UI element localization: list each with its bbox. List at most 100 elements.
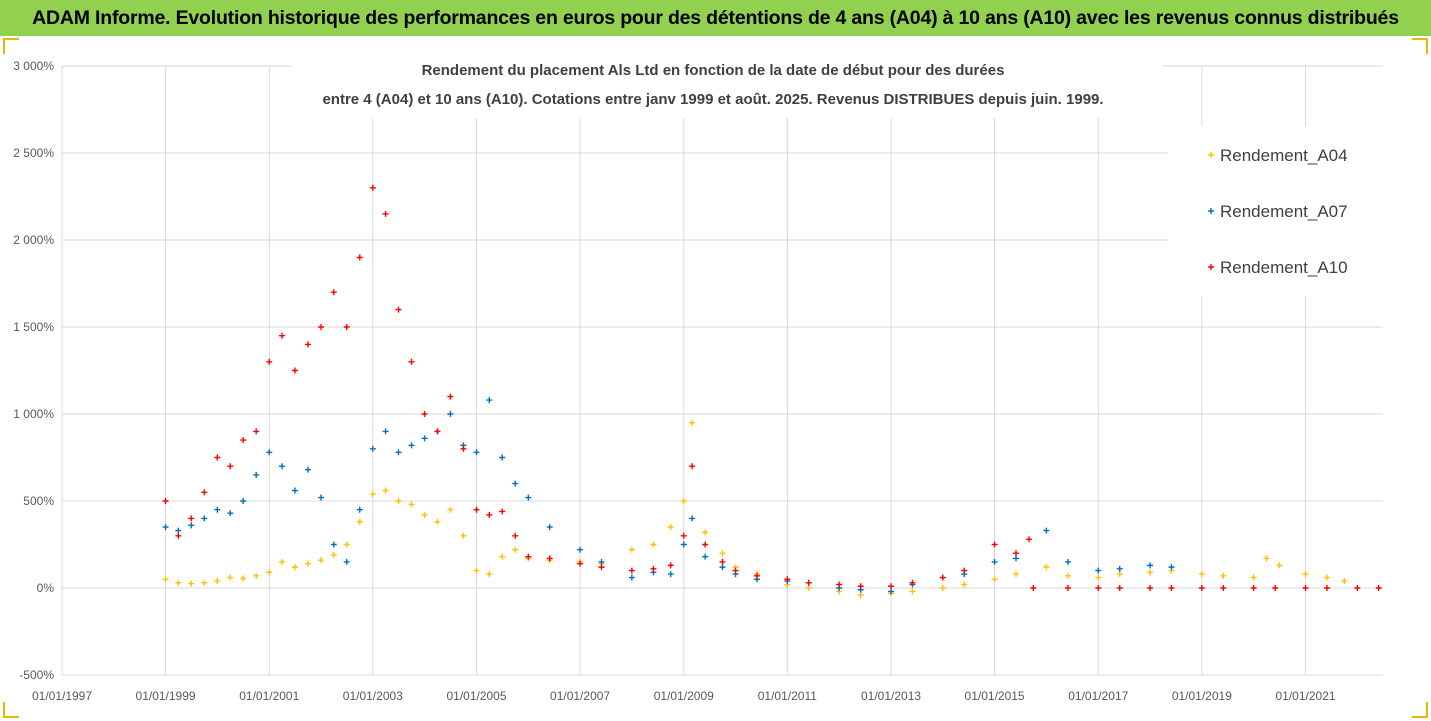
- y-tick-label: 2 000%: [13, 233, 54, 247]
- data-point: [369, 445, 376, 452]
- x-tick-label: 01/01/2007: [550, 689, 610, 703]
- legend-background: [1168, 126, 1384, 296]
- legend-label: Rendement_A07: [1220, 202, 1348, 221]
- series-rendement-a10: [162, 184, 1382, 591]
- data-point: [719, 550, 726, 557]
- data-point: [369, 184, 376, 191]
- data-point: [279, 332, 286, 339]
- data-point: [909, 579, 916, 586]
- data-point: [1341, 578, 1348, 585]
- data-point: [253, 572, 260, 579]
- data-point: [486, 397, 493, 404]
- x-tick-label: 01/01/2005: [446, 689, 506, 703]
- data-point: [175, 527, 182, 534]
- data-point: [1030, 585, 1037, 591]
- data-point: [628, 567, 635, 574]
- data-point: [1026, 536, 1033, 543]
- series-rendement-a04: [162, 419, 1348, 598]
- chart-title-line-1: Rendement du placement Als Ltd en foncti…: [422, 62, 1005, 79]
- data-point: [343, 324, 350, 330]
- data-point: [240, 575, 247, 582]
- data-point: [447, 411, 454, 417]
- data-point: [1147, 585, 1154, 591]
- data-point: [227, 510, 234, 517]
- data-point: [291, 487, 298, 494]
- data-point: [175, 579, 182, 586]
- data-point: [1043, 527, 1050, 534]
- data-point: [1302, 585, 1309, 591]
- data-point: [499, 454, 506, 461]
- data-point: [546, 555, 553, 562]
- data-point: [1220, 572, 1227, 579]
- data-point: [421, 511, 428, 518]
- data-point: [318, 557, 325, 564]
- data-point: [343, 558, 350, 565]
- data-point: [304, 560, 311, 567]
- y-axis-ticks: 3 000% 2 500% 2 000% 1 500% 1 000% 500% 0% -500…: [13, 59, 54, 682]
- data-point: [188, 580, 195, 587]
- data-point: [304, 466, 311, 473]
- chart-corner-marker: [1412, 702, 1428, 718]
- report-banner: ADAM Informe. Evolution historique des p…: [0, 0, 1431, 36]
- data-point: [1276, 562, 1283, 569]
- data-point: [330, 541, 337, 548]
- data-point: [939, 585, 946, 591]
- data-point: [1168, 585, 1175, 591]
- data-point: [473, 449, 480, 456]
- data-point: [1147, 562, 1154, 569]
- data-point: [577, 560, 584, 567]
- data-point: [499, 553, 506, 560]
- data-point: [667, 562, 674, 569]
- data-point: [1013, 571, 1020, 578]
- y-tick-label: 1 000%: [13, 407, 54, 421]
- x-tick-label: 01/01/1997: [32, 689, 92, 703]
- data-point: [689, 463, 696, 470]
- data-point: [667, 571, 674, 578]
- data-point: [857, 583, 864, 590]
- data-point: [188, 522, 195, 529]
- data-point: [227, 463, 234, 470]
- data-point: [201, 515, 208, 522]
- legend-label: Rendement_A04: [1220, 146, 1348, 165]
- data-point: [356, 254, 363, 261]
- data-point: [857, 591, 864, 598]
- data-point: [1250, 585, 1257, 591]
- data-point: [473, 567, 480, 574]
- data-point: [162, 524, 169, 531]
- data-point: [318, 494, 325, 501]
- data-point: [991, 541, 998, 548]
- y-tick-label: -500%: [19, 668, 54, 682]
- data-point: [395, 498, 402, 504]
- data-point: [408, 501, 415, 508]
- data-point: [1095, 585, 1102, 591]
- data-point: [577, 546, 584, 553]
- data-point: [784, 576, 791, 583]
- x-tick-label: 01/01/1999: [136, 689, 196, 703]
- data-point: [719, 558, 726, 565]
- data-point: [253, 428, 260, 435]
- data-point: [1220, 585, 1227, 591]
- data-point: [512, 480, 519, 487]
- data-point: [291, 367, 298, 374]
- data-point: [201, 579, 208, 586]
- data-point: [805, 585, 812, 591]
- data-point: [1095, 574, 1102, 581]
- data-point: [304, 341, 311, 348]
- data-point: [1116, 571, 1123, 578]
- data-point: [1013, 550, 1020, 557]
- data-point: [702, 541, 709, 548]
- data-point: [1116, 565, 1123, 572]
- data-point: [201, 489, 208, 496]
- data-point: [1064, 558, 1071, 565]
- chart-title-line-2: entre 4 (A04) et 10 ans (A10). Cotations…: [322, 91, 1103, 108]
- data-point: [628, 546, 635, 553]
- data-point: [512, 532, 519, 539]
- data-point: [227, 574, 234, 581]
- data-point: [805, 579, 812, 586]
- legend: Rendement_A04 Rendement_A07 Rendement_A10: [1208, 146, 1348, 277]
- data-point: [330, 551, 337, 558]
- data-point: [1064, 585, 1071, 591]
- data-point: [356, 518, 363, 525]
- data-point: [719, 564, 726, 571]
